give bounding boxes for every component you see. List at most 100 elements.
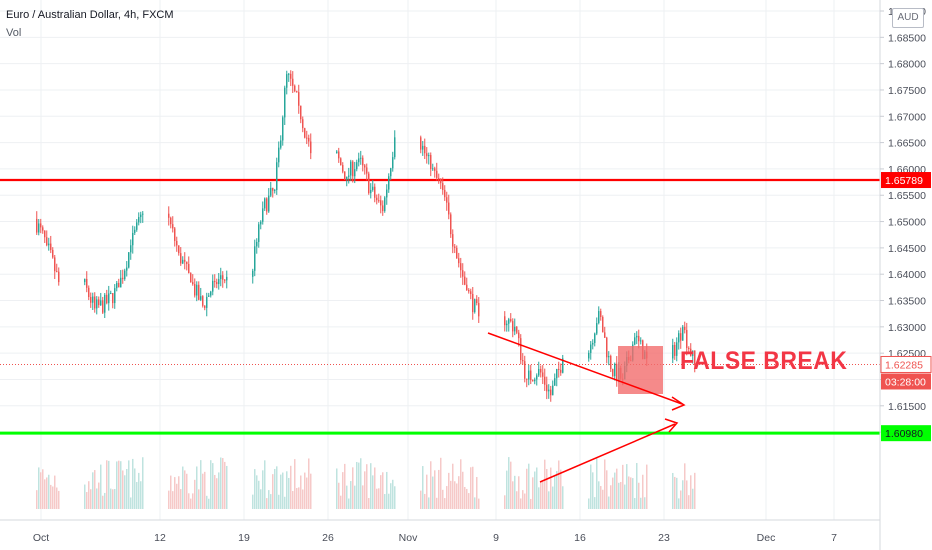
candle-body <box>468 289 470 292</box>
volume-bar <box>222 458 224 509</box>
volume-bar <box>606 470 608 509</box>
volume-bar <box>290 465 292 509</box>
symbol-title[interactable]: Euro / Australian Dollar, 4h, FXCM <box>6 9 174 21</box>
volume-bar <box>534 471 536 509</box>
volume-bar <box>452 463 454 509</box>
volume-bar <box>224 461 226 509</box>
volume-bar <box>106 460 108 509</box>
candle-body <box>588 352 590 359</box>
volume-bar <box>672 472 674 509</box>
candle-body <box>430 155 432 169</box>
volume-bar <box>426 474 428 509</box>
candle-body <box>180 253 182 264</box>
volume-bar <box>378 488 380 509</box>
volume-bar <box>188 493 190 509</box>
volume-bar <box>100 464 102 509</box>
candle-body <box>86 278 88 288</box>
volume-bar <box>122 470 124 509</box>
volume-bar <box>196 466 198 509</box>
candle-body <box>528 370 530 380</box>
candle-body <box>370 189 372 194</box>
candle-body <box>346 176 348 180</box>
candle-body <box>304 128 306 138</box>
drawings-layer <box>487 332 686 483</box>
volume-bar <box>252 494 254 509</box>
volume-bar <box>588 498 590 509</box>
volume-bars <box>36 457 696 509</box>
volume-bar <box>130 497 132 509</box>
volume-bar <box>372 475 374 509</box>
volume-bar <box>632 478 634 509</box>
candle-body <box>640 340 642 342</box>
volume-bar <box>48 474 50 509</box>
volume-bar <box>216 478 218 509</box>
candle-body <box>610 355 612 369</box>
currency-button[interactable]: AUD <box>892 8 924 28</box>
candle-body <box>516 326 518 333</box>
volume-bar <box>524 493 526 509</box>
price-axis-label: 1.63000 <box>888 322 926 334</box>
candle-body <box>140 214 142 218</box>
candle-body <box>274 189 276 191</box>
volume-bar <box>536 467 538 509</box>
candle-body <box>438 177 440 179</box>
volume-bar <box>46 477 48 509</box>
candle-body <box>214 280 216 283</box>
candle-body <box>210 291 212 296</box>
volume-bar <box>294 459 296 509</box>
candle-body <box>554 378 556 386</box>
candle-body <box>252 270 254 277</box>
false-break-box[interactable] <box>618 346 663 394</box>
candle-body <box>514 326 516 332</box>
candle-body <box>222 275 224 280</box>
candle-body <box>36 218 38 233</box>
volume-bar <box>692 488 694 509</box>
volume-bar <box>356 461 358 509</box>
volume-bar <box>462 471 464 509</box>
candle-body <box>340 158 342 166</box>
triangle-lower-trendline[interactable] <box>539 423 676 483</box>
volume-bar <box>92 472 94 509</box>
candle-body <box>682 326 684 341</box>
volume-bar <box>604 459 606 509</box>
volume-bar <box>128 460 130 509</box>
volume-bar <box>388 493 390 509</box>
candle-body <box>264 198 266 209</box>
volume-bar <box>366 464 368 509</box>
volume-bar <box>192 493 194 509</box>
volume-bar <box>172 491 174 509</box>
volume-bar <box>602 489 604 509</box>
candle-body <box>354 169 356 177</box>
candle-body <box>512 321 514 332</box>
volume-bar <box>180 489 182 509</box>
volume-bar <box>474 497 476 509</box>
time-axis[interactable]: Oct 12 19 26 Nov 9 16 23 Dec 7 <box>33 532 837 544</box>
candle-body <box>218 279 220 285</box>
price-axis-label: 1.63500 <box>888 296 926 308</box>
volume-bar <box>550 467 552 509</box>
candle-body <box>142 213 144 215</box>
volume-bar <box>54 475 56 509</box>
horizontal-levels <box>0 178 880 435</box>
candle-body <box>556 368 558 379</box>
candle-body <box>442 183 444 190</box>
volume-bar <box>280 474 282 509</box>
volume-bar <box>102 495 104 509</box>
volume-bar <box>516 491 518 509</box>
triangle-upper-trendline[interactable] <box>487 332 683 405</box>
volume-bar <box>386 471 388 509</box>
volume-bar <box>120 461 122 509</box>
candle-body <box>94 296 96 309</box>
volume-bar <box>526 468 528 509</box>
volume-bar <box>558 460 560 509</box>
candle-body <box>52 249 54 258</box>
candle-body <box>538 368 540 376</box>
volume-bar <box>620 481 622 509</box>
candle-body <box>280 140 282 148</box>
volume-bar <box>124 475 126 509</box>
volume-indicator-label[interactable]: Vol <box>6 27 22 39</box>
volume-bar <box>338 482 340 509</box>
candle-body <box>278 147 280 163</box>
volume-bar <box>596 458 598 509</box>
